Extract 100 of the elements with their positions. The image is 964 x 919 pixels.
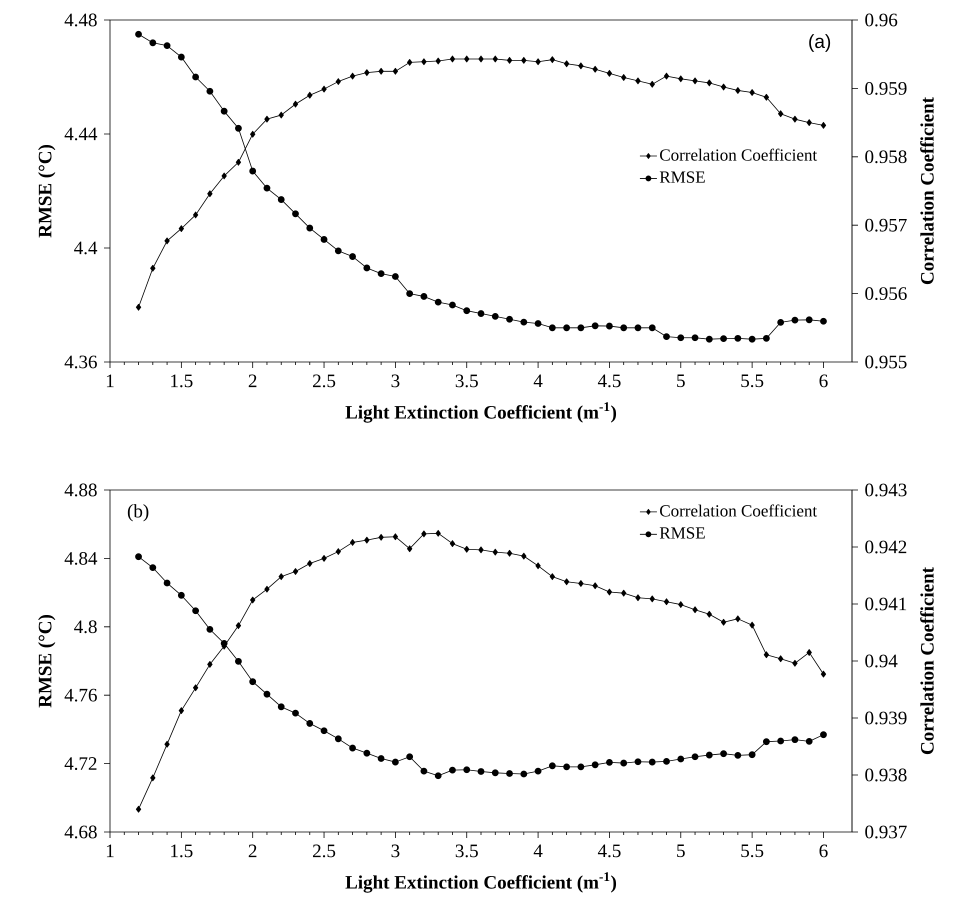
point xyxy=(434,772,442,780)
point xyxy=(236,622,242,630)
point xyxy=(336,548,341,555)
y-tick-label: 4.72 xyxy=(64,757,96,770)
point xyxy=(764,651,770,658)
point xyxy=(407,59,412,66)
point xyxy=(548,324,556,332)
point xyxy=(706,80,712,86)
point xyxy=(592,761,599,768)
point xyxy=(492,56,498,62)
point xyxy=(720,750,727,758)
point xyxy=(149,564,156,572)
point xyxy=(363,264,370,272)
point xyxy=(321,555,327,562)
point xyxy=(749,89,755,96)
point xyxy=(678,75,684,82)
point xyxy=(136,304,142,311)
y2-tick-label: 0.955 xyxy=(865,356,907,368)
point xyxy=(449,766,456,774)
point xyxy=(820,731,827,738)
point xyxy=(406,290,414,297)
point xyxy=(664,598,670,606)
point xyxy=(664,72,670,80)
y-tick-label: 4.8 xyxy=(74,620,97,634)
point xyxy=(606,759,613,766)
point xyxy=(421,58,427,66)
point xyxy=(135,553,142,560)
x-tick-label: 5.5 xyxy=(741,374,764,388)
point xyxy=(264,586,270,593)
point xyxy=(506,770,513,777)
point xyxy=(264,690,270,698)
point xyxy=(292,100,298,108)
point xyxy=(207,661,213,668)
point xyxy=(478,56,484,62)
y2-tick-label: 0.959 xyxy=(865,82,907,95)
point xyxy=(436,58,441,64)
y-axis-title: RMSE (°C) xyxy=(38,145,56,238)
x-tick-label: 2 xyxy=(248,844,256,858)
x-tick-label: 1.5 xyxy=(171,374,192,388)
point xyxy=(492,312,499,320)
point xyxy=(149,39,156,46)
point xyxy=(222,172,227,180)
point xyxy=(620,760,628,766)
point xyxy=(150,264,156,272)
point xyxy=(392,68,398,75)
point xyxy=(706,752,713,758)
point xyxy=(820,318,827,325)
point xyxy=(307,560,312,567)
point xyxy=(563,324,570,332)
point xyxy=(506,56,512,64)
legend-label: RMSE xyxy=(660,171,705,183)
point xyxy=(564,60,570,68)
point xyxy=(192,607,200,614)
point xyxy=(464,56,470,62)
point xyxy=(292,710,299,717)
point xyxy=(420,293,428,300)
point xyxy=(378,68,384,75)
point xyxy=(192,212,198,218)
point xyxy=(550,573,555,580)
point xyxy=(206,626,214,633)
x-tick-label: 6 xyxy=(820,844,828,858)
point xyxy=(220,108,228,115)
point xyxy=(392,533,398,540)
x-tick-label: 5 xyxy=(677,374,685,388)
point xyxy=(578,62,584,70)
point xyxy=(621,74,626,81)
point xyxy=(706,336,713,343)
point xyxy=(434,298,442,306)
point xyxy=(436,530,441,537)
x-tick-label: 6 xyxy=(820,374,828,388)
point xyxy=(421,530,427,538)
point xyxy=(777,738,784,744)
point xyxy=(692,606,698,614)
point xyxy=(734,752,742,759)
point xyxy=(806,316,813,324)
point xyxy=(406,753,414,760)
text: Light Extinction Coefficient (m$^{-1}$) xyxy=(345,872,616,893)
point xyxy=(735,615,740,622)
point xyxy=(264,116,270,123)
x-tick-label: 5.5 xyxy=(741,844,764,858)
point xyxy=(692,334,698,342)
point xyxy=(534,320,542,327)
y2-axis-title: Correlation Coefficient xyxy=(920,567,934,754)
y-tick-label: 4.44 xyxy=(64,128,98,140)
y2-tick-label: 0.942 xyxy=(865,540,906,554)
point xyxy=(634,324,642,332)
y-tick-label: 4.4 xyxy=(74,242,98,254)
point xyxy=(520,770,528,778)
point xyxy=(806,738,813,745)
point xyxy=(706,610,712,618)
point xyxy=(321,86,327,92)
point xyxy=(564,578,570,586)
point xyxy=(278,196,285,203)
y2-tick-label: 0.941 xyxy=(865,598,906,610)
point xyxy=(392,758,399,766)
y2-tick-label: 0.94 xyxy=(865,654,898,668)
legend-label: Correlation Coefficient xyxy=(660,148,818,161)
point xyxy=(164,238,170,244)
x-tick-label: 3 xyxy=(392,374,400,388)
point xyxy=(792,316,798,324)
